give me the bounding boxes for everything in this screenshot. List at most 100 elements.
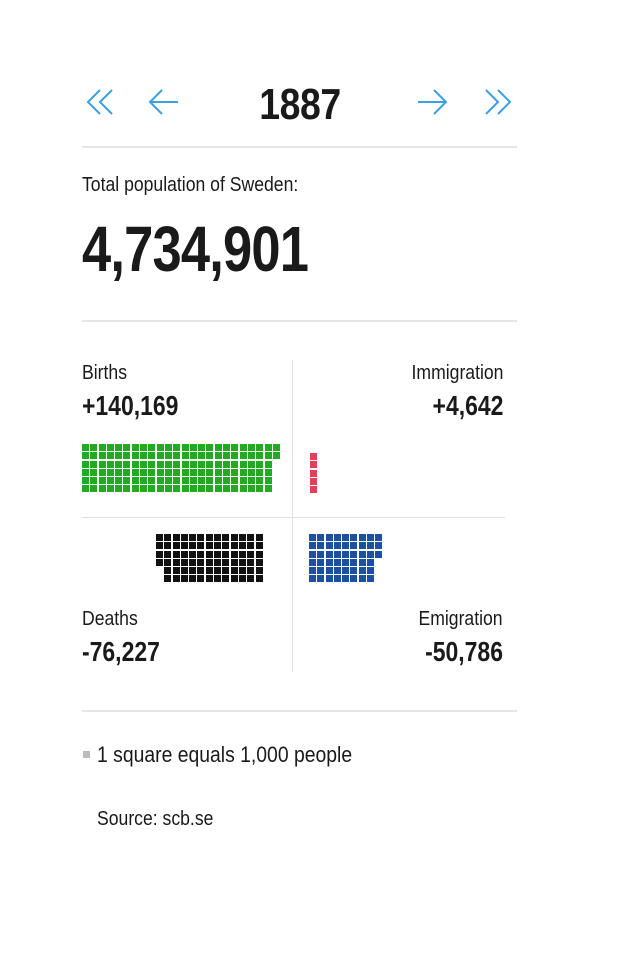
births-waffle (82, 444, 280, 493)
waffle-square (189, 542, 197, 550)
population-value: 4,734,901 (82, 213, 309, 285)
waffle-square (131, 485, 139, 493)
waffle-square (247, 468, 255, 476)
waffle-square (180, 575, 188, 583)
emigration-waffle (309, 534, 383, 583)
waffle-square (214, 542, 222, 550)
double-chevron-left-icon[interactable] (82, 84, 118, 120)
waffle-square (367, 558, 375, 566)
waffle-square (189, 567, 197, 575)
waffle-square (164, 550, 172, 558)
waffle-square (375, 559, 382, 566)
divider (82, 320, 517, 322)
waffle-square (214, 567, 222, 575)
waffle-square (230, 550, 238, 558)
waffle-square (82, 444, 89, 451)
waffle-square (90, 468, 98, 476)
waffle-square (206, 460, 214, 468)
waffle-square (230, 567, 238, 575)
arrow-right-icon[interactable] (414, 84, 450, 120)
waffle-square (131, 460, 139, 468)
waffle-square (273, 485, 280, 492)
waffle-square (197, 550, 205, 558)
waffle-square (214, 485, 222, 493)
waffle-square (181, 444, 189, 451)
waffle-square (222, 567, 230, 575)
waffle-square (106, 444, 114, 451)
waffle-square (272, 452, 280, 460)
waffle-square (106, 452, 114, 460)
waffle-square (140, 485, 148, 493)
waffle-square (82, 460, 89, 468)
waffle-square (181, 468, 189, 476)
waffle-square (148, 444, 156, 451)
waffle-square (98, 477, 106, 485)
waffle-square (206, 452, 214, 460)
waffle-square (247, 452, 255, 460)
year-title: 1887 (259, 80, 341, 129)
waffle-square (272, 444, 280, 451)
waffle-square (172, 558, 180, 566)
divider (82, 710, 517, 712)
waffle-square (350, 550, 358, 558)
waffle-square (231, 460, 239, 468)
waffle-square (106, 468, 114, 476)
waffle-square (350, 558, 358, 566)
waffle-square (180, 534, 188, 541)
waffle-square (309, 558, 316, 566)
waffle-square (310, 477, 317, 485)
waffle-square (255, 558, 263, 566)
waffle-square (264, 452, 272, 460)
waffle-square (230, 558, 238, 566)
waffle-square (358, 534, 366, 541)
waffle-square (375, 567, 382, 574)
waffle-square (222, 534, 230, 541)
waffle-square (123, 477, 131, 485)
waffle-square (173, 452, 181, 460)
waffle-square (189, 444, 197, 451)
waffle-square (255, 550, 263, 558)
waffle-square (214, 534, 222, 541)
births-label: Births (82, 362, 127, 384)
waffle-square (181, 485, 189, 493)
waffle-square (181, 460, 189, 468)
waffle-square (206, 444, 214, 451)
waffle-square (230, 542, 238, 550)
waffle-square (115, 468, 123, 476)
waffle-square (309, 534, 316, 541)
waffle-square (264, 477, 272, 485)
waffle-square (238, 567, 246, 575)
waffle-square (310, 486, 317, 494)
waffle-square (325, 575, 333, 583)
waffle-square (156, 468, 164, 476)
waffle-square (180, 558, 188, 566)
waffle-square (90, 452, 98, 460)
waffle-square (309, 567, 316, 575)
waffle-square (342, 575, 350, 583)
waffle-square (223, 468, 231, 476)
waffle-square (239, 444, 247, 451)
waffle-square (325, 542, 333, 550)
waffle-square (239, 460, 247, 468)
waffle-square (214, 477, 222, 485)
waffle-square (358, 558, 366, 566)
waffle-square (214, 452, 222, 460)
double-chevron-right-icon[interactable] (480, 84, 516, 120)
waffle-square (189, 452, 197, 460)
waffle-square (239, 468, 247, 476)
waffle-square (164, 452, 172, 460)
waffle-square (350, 534, 358, 541)
waffle-square (115, 444, 123, 451)
waffle-square (173, 468, 181, 476)
waffle-square (264, 444, 272, 451)
arrow-left-icon[interactable] (146, 84, 182, 120)
waffle-square (148, 477, 156, 485)
waffle-square (222, 558, 230, 566)
waffle-square (164, 542, 172, 550)
waffle-square (173, 444, 181, 451)
waffle-square (231, 477, 239, 485)
waffle-square (181, 452, 189, 460)
waffle-square (350, 542, 358, 550)
waffle-square (375, 550, 383, 558)
waffle-square (82, 477, 89, 485)
